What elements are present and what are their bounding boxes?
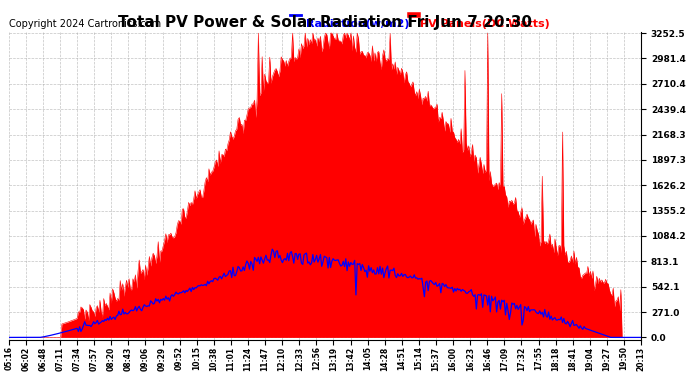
- Text: Radiation(w/m2): Radiation(w/m2): [306, 19, 409, 29]
- Text: PV Panels(DC Watts): PV Panels(DC Watts): [420, 19, 549, 29]
- Title: Total PV Power & Solar Radiation Fri Jun 7 20:30: Total PV Power & Solar Radiation Fri Jun…: [118, 15, 532, 30]
- Text: Copyright 2024 Cartronics.com: Copyright 2024 Cartronics.com: [9, 19, 161, 29]
